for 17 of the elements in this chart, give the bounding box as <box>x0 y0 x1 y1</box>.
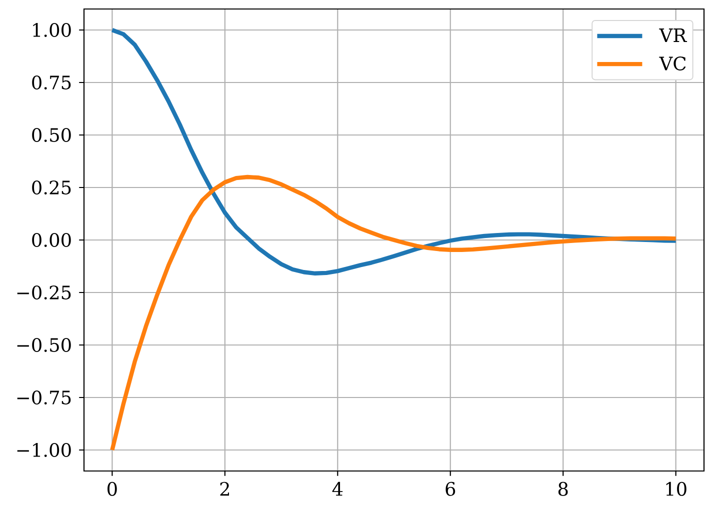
legend-label: VC <box>659 56 686 70</box>
x-tick-label: 10 <box>666 482 686 496</box>
y-tick-label: −0.25 <box>17 286 71 300</box>
y-tick-label: 0.75 <box>32 75 71 90</box>
x-tick-label: 4 <box>332 482 343 496</box>
legend-label: VR <box>659 28 688 42</box>
y-tick-label: −0.50 <box>17 338 71 352</box>
y-tick-label: 0.00 <box>32 233 71 247</box>
y-tick-label: 0.50 <box>32 128 71 142</box>
y-tick-label: −0.75 <box>17 390 71 404</box>
y-tick-label: 0.25 <box>32 180 71 194</box>
y-tick-label: −1.00 <box>17 443 71 457</box>
x-tick-label: 2 <box>220 482 229 496</box>
y-tick-label: 1.00 <box>33 22 71 37</box>
x-tick-label: 0 <box>108 482 117 496</box>
x-tick-label: 6 <box>446 482 456 496</box>
x-tick-label: 8 <box>558 482 568 496</box>
